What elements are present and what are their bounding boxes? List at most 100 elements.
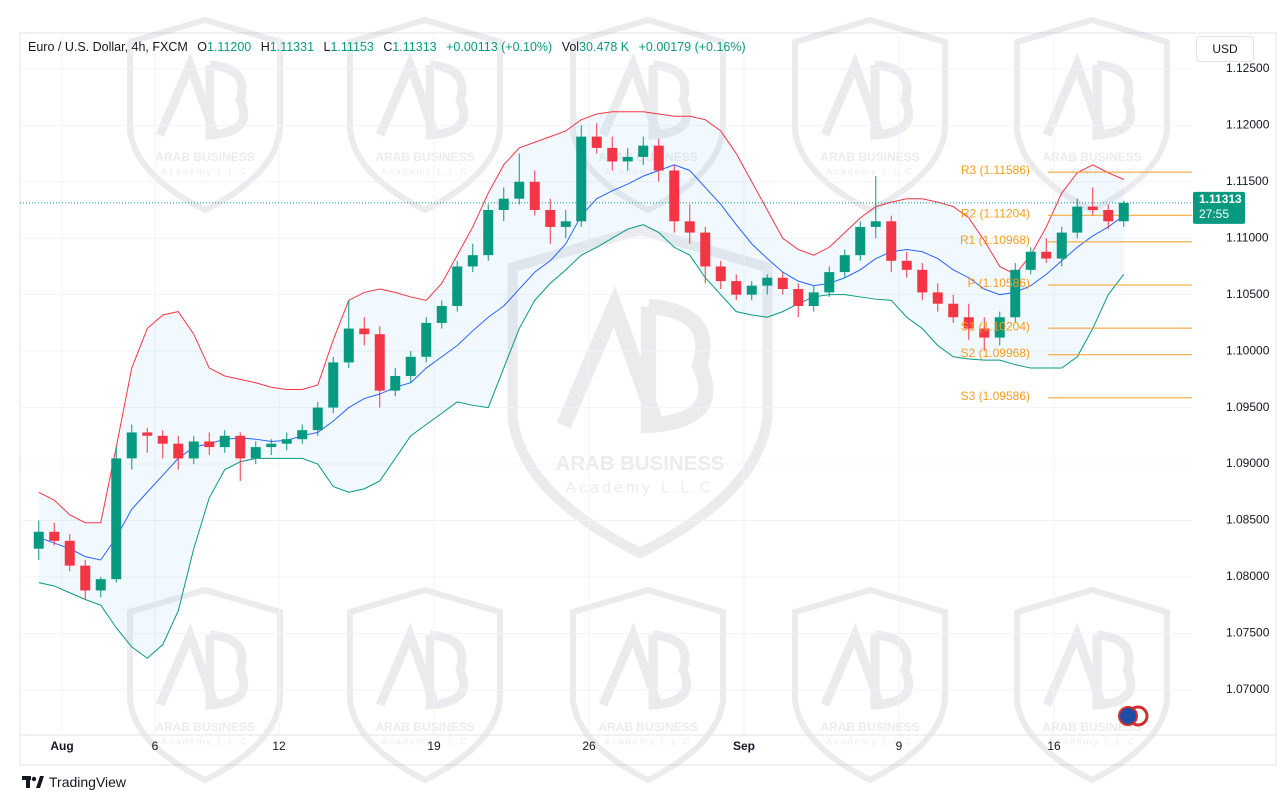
watermark-letters [155,52,249,140]
grid-layer [20,35,1192,735]
candle-body [219,435,230,448]
symbol-legend: Euro / U.S. Dollar, 4h, FXCM O1.11200 H1… [28,40,746,54]
candle-body [343,328,354,363]
watermark: ARAB BUSINESS Academy L.L.C [570,586,726,784]
x-tick-label: Sep [733,739,755,753]
pivot-label: S3 (1.09586) [961,389,1030,403]
candle-body [328,362,339,408]
candle-body [855,226,866,256]
pivot-label: R2 (1.11204) [961,206,1030,220]
x-tick-label: 19 [427,739,441,753]
upper-band-line [38,111,1124,524]
candle-body [514,181,525,199]
candle-body [281,439,292,444]
x-tick-label: 16 [1047,739,1061,753]
watermark-name: ARAB BUSINESS [820,150,919,164]
x-tick-label: 9 [896,739,903,753]
branding: TradingView [22,774,126,790]
plot-layer: R3 (1.11586) R2 (1.11204) R1 (1.10968) P (1… [20,111,1192,659]
candle-body [948,303,959,318]
candle-body [529,181,540,210]
watermark-sub: Academy L.L.C [826,736,914,746]
candle-body [204,441,215,448]
y-tick-label: 1.10500 [1226,287,1270,301]
candle-body [576,136,587,222]
candle-body [1041,251,1052,259]
lower-band-line [38,224,1125,659]
watermark-sub: Academy L.L.C [161,166,249,176]
candle-body [979,328,990,338]
watermark-name: ARAB BUSINESS [375,720,474,734]
candle-body [994,317,1005,338]
volume-value: 30.478 K [579,40,630,54]
watermark-letters [155,622,249,710]
candle-body [405,356,416,376]
watermark-shield [1014,586,1170,784]
candle-body [731,281,742,295]
ohlc-key: O [197,40,207,54]
candle-body [250,447,261,459]
watermark-sub: Academy L.L.C [604,166,692,176]
pivot-label: S1 (1.10204) [961,319,1030,333]
candle-body [839,255,850,273]
watermark: ARAB BUSINESS Academy L.L.C [347,16,503,214]
brand-logo [22,776,44,788]
candle-body [700,232,711,267]
candle-body [684,221,695,233]
watermark-letters [1042,622,1136,710]
candle-body [297,430,308,440]
candle-body [33,531,44,549]
candle-body [1087,206,1098,210]
watermark-sub: Academy L.L.C [381,166,469,176]
candle-body [1025,251,1036,270]
change: +0.00113 (+0.10%) [446,40,553,54]
volume-change: +0.00179 (+0.16%) [638,40,746,54]
ohlc-value: 1.11153 [330,40,374,54]
candle-body [235,435,246,459]
currency-button[interactable]: USD [1196,36,1254,62]
watermark-name: ARAB BUSINESS [375,150,474,164]
candle-body [808,292,819,306]
candle-body [312,407,323,431]
candle-body [483,210,494,256]
watermark-sub: Academy L.L.C [1048,736,1136,746]
y-tick-label: 1.11000 [1226,230,1269,244]
watermark: ARAB BUSINESS Academy L.L.C [792,16,948,214]
candle-body [901,260,912,270]
candle-body [467,255,478,267]
watermark: ARAB BUSINESS Academy L.L.C [792,586,948,784]
watermark-letters [820,52,914,140]
watermark-letters [556,285,714,434]
ohlc-value: 1.11200 [207,40,252,54]
ohlc-key: L [323,40,331,54]
watermark-letters [375,52,469,140]
candle-body [266,443,277,448]
watermark-name: ARAB BUSINESS [1042,720,1141,734]
chart-frame [19,32,1277,766]
y-tick-label: 1.11500 [1226,174,1269,188]
watermark-sub: Academy L.L.C [566,479,715,496]
ohlc-key: H [260,40,270,54]
y-tick-label: 1.08000 [1226,569,1270,583]
candle-body [1103,210,1114,222]
y-tick-label: 1.12500 [1226,61,1270,75]
watermark-shield [792,586,948,784]
watermark-name: ARAB BUSINESS [155,720,254,734]
watermark-shield [792,16,948,214]
y-tick-label: 1.07000 [1226,682,1270,696]
x-tick-label: 6 [152,739,159,753]
pivot-label: S2 (1.09968) [961,346,1030,360]
brand-name: TradingView [49,774,127,790]
flag-icon [1118,706,1138,726]
candle-body [421,322,432,357]
candle-body [173,443,184,459]
pivot-label: R3 (1.11586) [961,163,1030,177]
candle-body [762,277,773,286]
watermark-sub: Academy L.L.C [1048,166,1136,176]
y-tick-label: 1.09500 [1226,400,1270,414]
watermark-sub: Academy L.L.C [826,166,914,176]
candle-body [777,277,788,290]
candle-body [126,432,137,459]
candle-body [932,292,943,304]
